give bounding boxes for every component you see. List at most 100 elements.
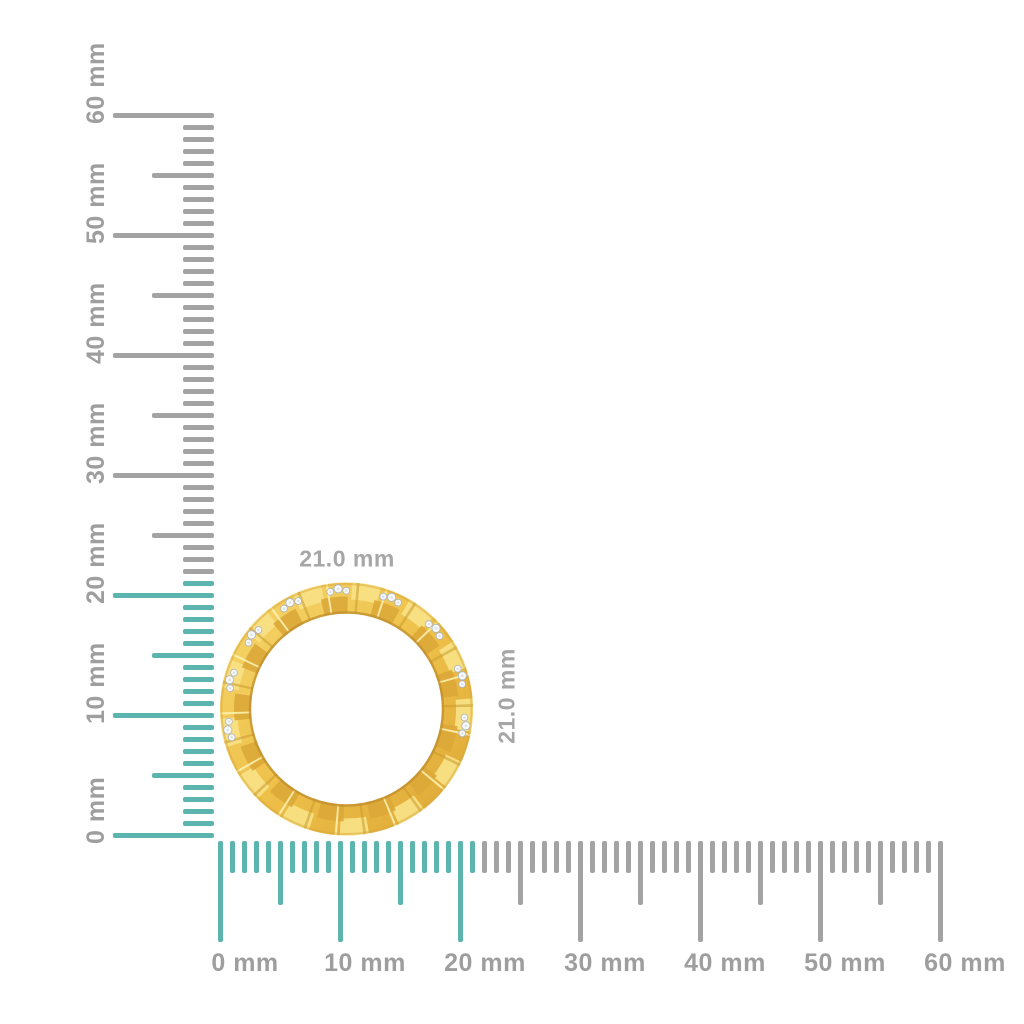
diamond-cluster <box>244 626 263 647</box>
vertical-ruler-tick-minor <box>183 401 214 406</box>
vertical-ruler-tick-major <box>113 833 214 838</box>
horizontal-ruler-tick-minor <box>842 841 847 873</box>
diamond-cluster <box>458 713 471 738</box>
horizontal-ruler-tick-minor <box>506 841 511 873</box>
vertical-ruler-tick-minor <box>183 689 214 694</box>
diamond-cluster <box>280 597 302 613</box>
vertical-ruler-tick-minor <box>183 629 214 634</box>
horizontal-ruler-tick-half <box>518 841 523 905</box>
horizontal-ruler-label: 0 mm <box>211 949 279 977</box>
horizontal-ruler-tick-minor <box>794 841 799 873</box>
horizontal-ruler-tick-minor <box>434 841 439 873</box>
horizontal-ruler-tick-minor <box>374 841 379 873</box>
vertical-ruler-tick-half <box>152 413 214 418</box>
horizontal-ruler-tick-minor <box>302 841 307 873</box>
horizontal-ruler-tick-minor <box>482 841 487 873</box>
horizontal-ruler-tick-major <box>578 841 583 942</box>
horizontal-ruler-tick-major <box>938 841 943 942</box>
vertical-ruler-tick-minor <box>183 701 214 706</box>
horizontal-ruler-tick-minor <box>902 841 907 873</box>
vertical-ruler-tick-half <box>152 653 214 658</box>
horizontal-ruler-tick-minor <box>662 841 667 873</box>
horizontal-ruler-tick-major <box>338 841 343 942</box>
vertical-ruler-tick-major <box>113 353 214 358</box>
horizontal-ruler-tick-minor <box>350 841 355 873</box>
horizontal-ruler-tick-minor <box>362 841 367 873</box>
width-dimension-label: 21.0 mm <box>299 545 395 572</box>
horizontal-ruler-tick-minor <box>914 841 919 873</box>
vertical-ruler-tick-major <box>113 233 214 238</box>
horizontal-ruler-tick-minor <box>326 841 331 873</box>
vertical-ruler-tick-minor <box>183 641 214 646</box>
horizontal-ruler-tick-minor <box>890 841 895 873</box>
vertical-ruler-tick-minor <box>183 497 214 502</box>
vertical-ruler-tick-minor <box>183 281 214 286</box>
vertical-ruler-tick-major <box>113 593 214 598</box>
horizontal-ruler-tick-minor <box>806 841 811 873</box>
vertical-ruler-tick-minor <box>183 821 214 826</box>
vertical-ruler-tick-half <box>152 293 214 298</box>
horizontal-ruler-tick-minor <box>530 841 535 873</box>
vertical-ruler-tick-minor <box>183 221 214 226</box>
vertical-ruler-tick-minor <box>183 449 214 454</box>
horizontal-ruler-tick-minor <box>290 841 295 873</box>
vertical-ruler-tick-major <box>113 473 214 478</box>
horizontal-ruler-tick-major <box>698 841 703 942</box>
diamond-cluster <box>425 620 444 640</box>
horizontal-ruler-tick-minor <box>566 841 571 873</box>
horizontal-ruler-tick-minor <box>626 841 631 873</box>
horizontal-ruler-tick-minor <box>422 841 427 873</box>
horizontal-ruler-tick-half <box>758 841 763 905</box>
horizontal-ruler-tick-major <box>218 841 223 942</box>
vertical-ruler-tick-minor <box>183 605 214 610</box>
ring-band <box>220 582 473 836</box>
horizontal-ruler-tick-minor <box>314 841 319 873</box>
horizontal-ruler-tick-minor <box>470 841 475 873</box>
ring-image <box>216 579 477 840</box>
horizontal-ruler-tick-minor <box>542 841 547 873</box>
vertical-ruler-label: 50 mm <box>82 162 110 244</box>
horizontal-ruler-tick-minor <box>782 841 787 873</box>
height-dimension-label: 21.0 mm <box>493 648 520 744</box>
horizontal-ruler-tick-minor <box>866 841 871 873</box>
vertical-ruler-tick-minor <box>183 581 214 586</box>
vertical-ruler-tick-half <box>152 773 214 778</box>
horizontal-ruler-tick-minor <box>266 841 271 873</box>
vertical-ruler-tick-minor <box>183 209 214 214</box>
vertical-ruler-tick-minor <box>183 617 214 622</box>
vertical-ruler-tick-minor <box>183 665 214 670</box>
ring-svg <box>220 582 473 836</box>
vertical-ruler-tick-minor <box>183 557 214 562</box>
horizontal-ruler-tick-minor <box>854 841 859 873</box>
horizontal-ruler-label: 20 mm <box>444 949 526 977</box>
horizontal-ruler-tick-minor <box>746 841 751 873</box>
diamond-cluster <box>326 584 351 596</box>
vertical-ruler-tick-minor <box>183 677 214 682</box>
vertical-ruler-tick-major <box>113 713 214 718</box>
vertical-ruler-tick-minor <box>183 521 214 526</box>
vertical-ruler-tick-minor <box>183 797 214 802</box>
vertical-ruler-tick-minor <box>183 485 214 490</box>
horizontal-ruler-tick-minor <box>674 841 679 873</box>
horizontal-ruler-tick-major <box>818 841 823 942</box>
horizontal-ruler-tick-half <box>638 841 643 905</box>
horizontal-ruler-label: 40 mm <box>684 949 766 977</box>
vertical-ruler-tick-minor <box>183 245 214 250</box>
horizontal-ruler-tick-minor <box>614 841 619 873</box>
vertical-ruler-tick-half <box>152 173 214 178</box>
vertical-ruler-tick-minor <box>183 725 214 730</box>
vertical-ruler-tick-minor <box>183 737 214 742</box>
vertical-ruler-label: 60 mm <box>82 42 110 124</box>
horizontal-ruler-label: 30 mm <box>564 949 646 977</box>
vertical-ruler-label: 30 mm <box>82 402 110 484</box>
vertical-ruler-tick-minor <box>183 389 214 394</box>
vertical-ruler-tick-minor <box>183 305 214 310</box>
vertical-ruler-tick-minor <box>183 185 214 190</box>
horizontal-ruler-tick-major <box>458 841 463 942</box>
horizontal-ruler-tick-half <box>878 841 883 905</box>
horizontal-ruler-label: 60 mm <box>924 949 1006 977</box>
vertical-ruler-tick-minor <box>183 425 214 430</box>
horizontal-ruler-tick-minor <box>734 841 739 873</box>
vertical-ruler-tick-minor <box>183 569 214 574</box>
